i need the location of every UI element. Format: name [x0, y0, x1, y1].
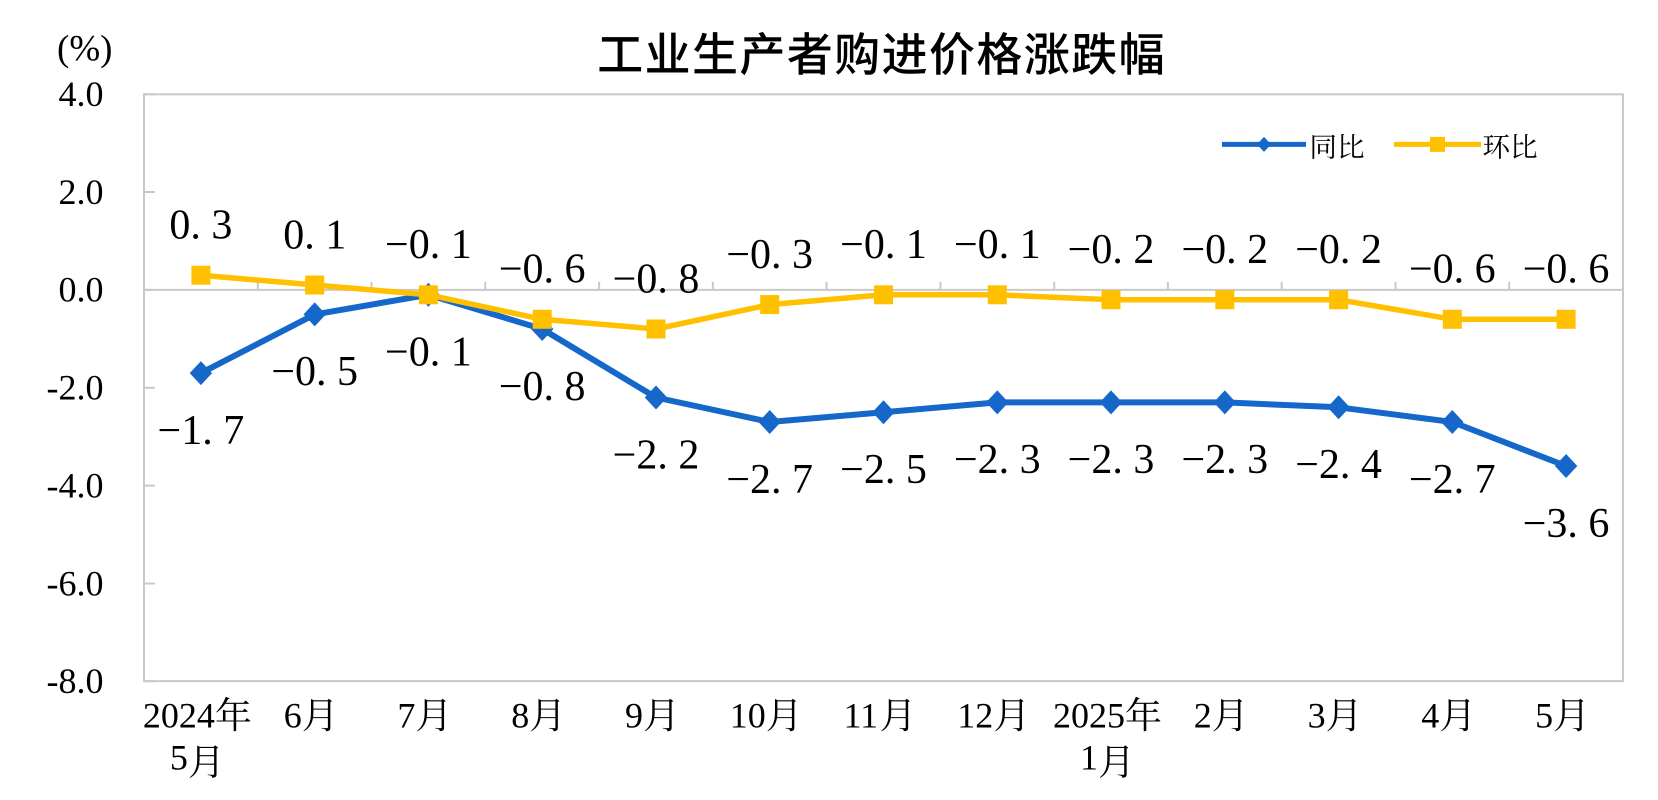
svg-text:-2.0: -2.0 — [47, 368, 104, 408]
svg-text:0. 1: 0. 1 — [283, 212, 346, 258]
svg-text:−0. 2: −0. 2 — [1181, 227, 1268, 273]
svg-text:9: 9 — [625, 695, 643, 735]
svg-text:-4.0: -4.0 — [47, 465, 104, 505]
svg-text:7: 7 — [397, 695, 415, 735]
svg-text:10: 10 — [730, 695, 766, 735]
svg-text:−0. 1: −0. 1 — [840, 222, 927, 268]
svg-text:-6.0: -6.0 — [47, 563, 104, 603]
svg-text:−2. 3: −2. 3 — [1181, 437, 1268, 483]
svg-text:-8.0: -8.0 — [47, 661, 104, 701]
svg-text:−0. 8: −0. 8 — [613, 256, 700, 302]
svg-text:2: 2 — [1194, 695, 1212, 735]
svg-text:−1. 7: −1. 7 — [158, 408, 245, 454]
svg-text:5: 5 — [170, 737, 188, 777]
svg-text:−2. 5: −2. 5 — [840, 447, 927, 493]
svg-text:−0. 1: −0. 1 — [954, 222, 1041, 268]
svg-text:4.0: 4.0 — [59, 74, 104, 114]
svg-text:−0. 1: −0. 1 — [385, 330, 472, 376]
svg-text:−0. 6: −0. 6 — [499, 247, 586, 293]
svg-text:−0. 6: −0. 6 — [1409, 247, 1496, 293]
svg-text:1: 1 — [1080, 737, 1098, 777]
svg-text:−0. 5: −0. 5 — [271, 349, 358, 395]
svg-text:0. 3: 0. 3 — [169, 203, 232, 249]
svg-text:−3. 6: −3. 6 — [1523, 501, 1610, 547]
svg-text:−2. 2: −2. 2 — [613, 432, 700, 478]
svg-text:11: 11 — [844, 695, 879, 735]
svg-text:3: 3 — [1308, 695, 1326, 735]
svg-text:−0. 2: −0. 2 — [1295, 227, 1382, 273]
svg-text:5: 5 — [1535, 695, 1553, 735]
svg-text:−2. 7: −2. 7 — [726, 457, 813, 503]
svg-text:2.0: 2.0 — [59, 172, 104, 212]
svg-text:8: 8 — [511, 695, 529, 735]
svg-text:6: 6 — [284, 695, 302, 735]
svg-text:−2. 4: −2. 4 — [1295, 442, 1382, 488]
svg-text:−0. 8: −0. 8 — [499, 364, 586, 410]
svg-text:12: 12 — [957, 695, 993, 735]
svg-text:(%): (%) — [57, 29, 112, 70]
svg-text:−0. 3: −0. 3 — [726, 232, 813, 278]
svg-text:−2. 7: −2. 7 — [1409, 457, 1496, 503]
svg-text:−2. 3: −2. 3 — [954, 437, 1041, 483]
svg-text:−0. 2: −0. 2 — [1068, 227, 1155, 273]
svg-text:2025: 2025 — [1053, 695, 1125, 735]
svg-text:−2. 3: −2. 3 — [1068, 437, 1155, 483]
svg-text:−0. 6: −0. 6 — [1523, 247, 1610, 293]
svg-text:0.0: 0.0 — [59, 270, 104, 310]
svg-text:2024: 2024 — [143, 695, 215, 735]
svg-text:4: 4 — [1421, 695, 1439, 735]
svg-text:−0. 1: −0. 1 — [385, 222, 472, 268]
